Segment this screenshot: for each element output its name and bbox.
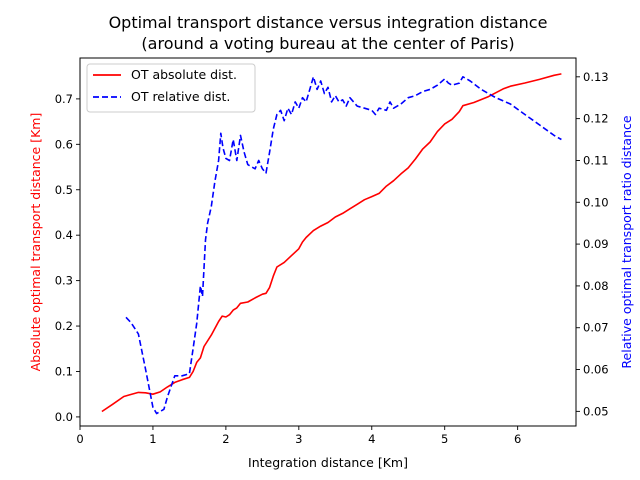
y-right-tick-label: 0.13 — [583, 70, 609, 84]
x-tick-label: 4 — [368, 432, 375, 446]
y-left-tick-label: 0.3 — [55, 274, 73, 288]
x-tick-label: 0 — [76, 432, 83, 446]
y-right-tick-label: 0.12 — [583, 112, 609, 126]
ticks-layer: 0 1 2 3 4 5 6 0.0 0.1 0.2 0.3 0.4 0.5 0.6 0.7 0.05 0.06 0… — [55, 70, 609, 446]
plot-frame — [79, 57, 577, 427]
series-line-absolute — [101, 73, 562, 413]
y-left-tick-label: 0.1 — [55, 364, 73, 378]
y-left-tick-label: 0.5 — [55, 183, 73, 197]
y-right-tick-label: 0.11 — [583, 153, 609, 167]
y-right-axis-label: Relative optimal transport ratio distanc… — [619, 115, 634, 368]
x-tick-label: 5 — [441, 432, 448, 446]
y-right-tick-label: 0.08 — [583, 279, 609, 293]
x-axis-label: Integration distance [Km] — [248, 455, 408, 470]
legend: OT absolute dist. OT relative dist. — [86, 63, 256, 113]
y-right-tick-label: 0.07 — [583, 321, 609, 335]
y-right-tick-label: 0.09 — [583, 237, 609, 251]
series-layer — [101, 73, 562, 415]
y-left-tick-label: 0.6 — [55, 137, 73, 151]
x-tick-label: 2 — [222, 432, 229, 446]
y-right-tick-label: 0.06 — [583, 363, 609, 377]
y-left-tick-label: 0.0 — [55, 410, 73, 424]
y-left-tick-label: 0.2 — [55, 319, 73, 333]
y-left-tick-label: 0.7 — [55, 92, 73, 106]
x-tick-label: 1 — [149, 432, 156, 446]
x-tick-label: 3 — [295, 432, 302, 446]
y-right-tick-label: 0.05 — [583, 404, 609, 418]
x-tick-label: 6 — [514, 432, 521, 446]
chart-title: Optimal transport distance versus integr… — [109, 13, 548, 32]
chart-subtitle: (around a voting bureau at the center of… — [141, 34, 514, 53]
legend-box — [86, 63, 256, 113]
series-line-relative — [125, 76, 562, 415]
y-left-axis-label: Absolute optimal transport distance [Km] — [28, 113, 43, 372]
legend-label-absolute: OT absolute dist. — [131, 67, 237, 82]
legend-label-relative: OT relative dist. — [131, 89, 230, 104]
y-left-tick-label: 0.4 — [55, 228, 73, 242]
y-right-tick-label: 0.10 — [583, 195, 609, 209]
